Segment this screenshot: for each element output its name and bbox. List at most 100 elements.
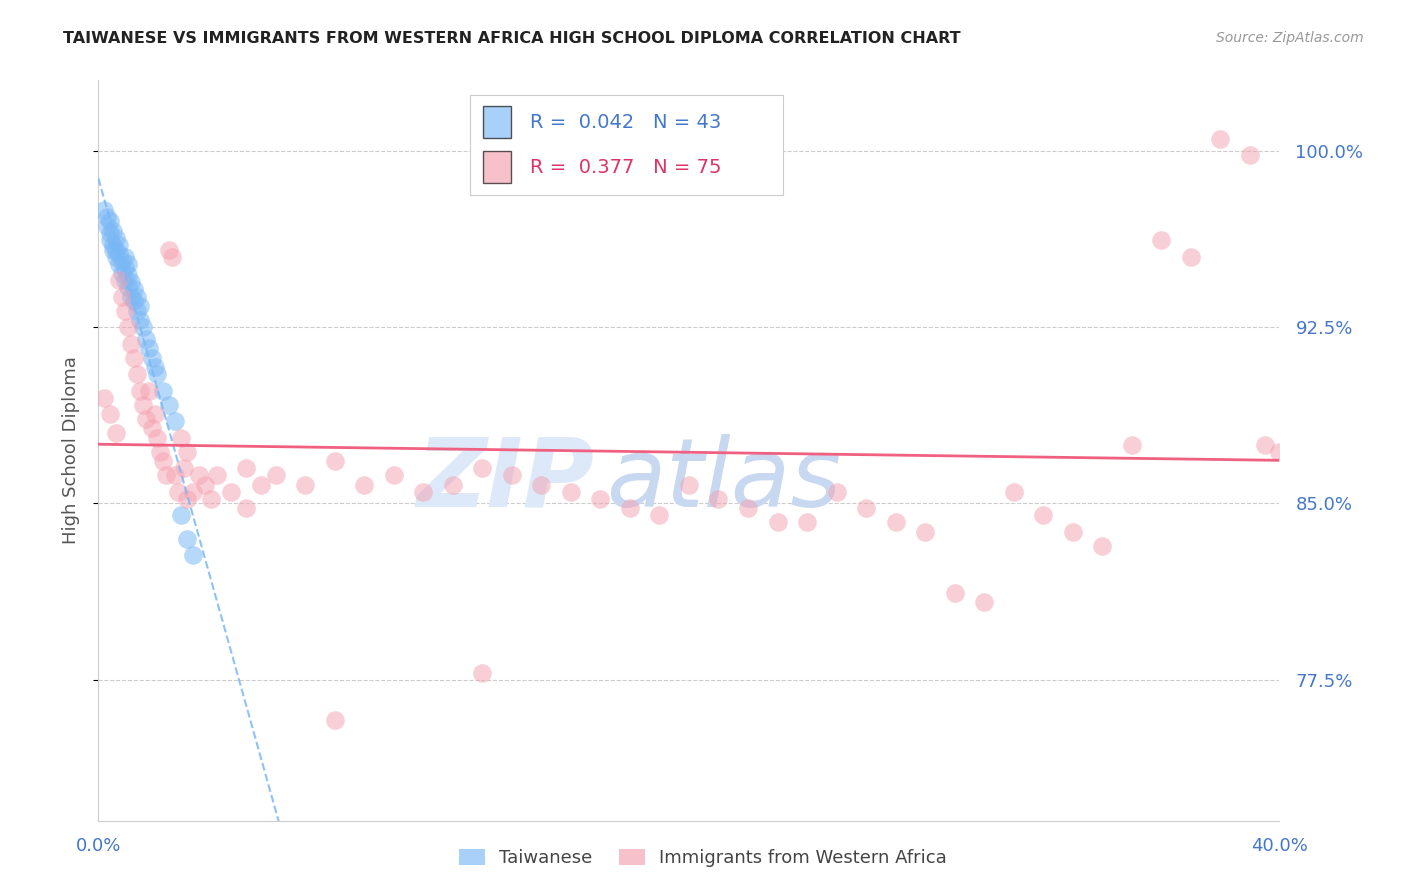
Point <box>125 367 148 381</box>
Point <box>176 444 198 458</box>
Point <box>135 332 157 346</box>
Point <box>128 313 150 327</box>
Point <box>117 280 139 294</box>
Point <box>914 524 936 539</box>
Point <box>560 484 582 499</box>
Point <box>98 226 121 240</box>
Point <box>471 665 494 680</box>
Point <box>143 359 166 374</box>
Point <box>120 336 142 351</box>
Point <box>128 299 150 313</box>
Point <box>235 461 257 475</box>
Point <box>132 398 155 412</box>
Point <box>170 508 193 522</box>
Point <box>117 257 139 271</box>
Point <box>128 384 150 398</box>
Point <box>323 454 346 468</box>
Point <box>114 303 136 318</box>
Point <box>235 501 257 516</box>
Point <box>766 515 789 529</box>
Point <box>501 468 523 483</box>
Point <box>141 421 163 435</box>
Point <box>264 468 287 483</box>
Point <box>96 210 118 224</box>
Point <box>1180 250 1202 264</box>
Point <box>173 461 195 475</box>
Point <box>165 468 187 483</box>
Point <box>111 254 134 268</box>
Point <box>855 501 877 516</box>
Point <box>141 351 163 365</box>
Point <box>1150 233 1173 247</box>
Point <box>122 283 145 297</box>
Point <box>96 219 118 233</box>
Point <box>98 233 121 247</box>
Point <box>707 491 730 506</box>
Point <box>103 237 125 252</box>
Point <box>114 250 136 264</box>
Point <box>117 320 139 334</box>
Point <box>122 351 145 365</box>
Point <box>412 484 434 499</box>
Point <box>105 231 128 245</box>
Point <box>323 713 346 727</box>
Point <box>105 425 128 440</box>
Point <box>114 273 136 287</box>
Point <box>132 320 155 334</box>
Point <box>200 491 222 506</box>
Point <box>157 243 180 257</box>
Point <box>93 202 115 217</box>
Point <box>138 384 160 398</box>
Point <box>382 468 405 483</box>
Point <box>194 477 217 491</box>
Point <box>98 407 121 421</box>
Text: atlas: atlas <box>606 434 841 526</box>
Point <box>125 289 148 303</box>
Point <box>170 431 193 445</box>
Point <box>1121 437 1143 451</box>
Point <box>135 411 157 425</box>
Point <box>441 477 464 491</box>
Point <box>737 501 759 516</box>
Text: Source: ZipAtlas.com: Source: ZipAtlas.com <box>1216 31 1364 45</box>
Point <box>943 585 966 599</box>
Point <box>884 515 907 529</box>
Point <box>181 548 204 562</box>
Point <box>181 484 204 499</box>
Point <box>103 224 125 238</box>
Point <box>120 276 142 290</box>
Text: ZIP: ZIP <box>416 434 595 526</box>
Legend: Taiwanese, Immigrants from Western Africa: Taiwanese, Immigrants from Western Afric… <box>451 841 955 874</box>
Point <box>155 468 177 483</box>
Point <box>1239 148 1261 162</box>
Point <box>648 508 671 522</box>
Point <box>114 261 136 276</box>
Point <box>146 367 169 381</box>
Point <box>1091 539 1114 553</box>
Point <box>1032 508 1054 522</box>
Point <box>105 250 128 264</box>
Point <box>146 431 169 445</box>
Point <box>250 477 273 491</box>
Point <box>165 414 187 428</box>
Point <box>1002 484 1025 499</box>
Point <box>111 289 134 303</box>
Point <box>162 250 183 264</box>
Point <box>108 257 131 271</box>
Point <box>353 477 375 491</box>
Point <box>1268 444 1291 458</box>
Text: TAIWANESE VS IMMIGRANTS FROM WESTERN AFRICA HIGH SCHOOL DIPLOMA CORRELATION CHAR: TAIWANESE VS IMMIGRANTS FROM WESTERN AFR… <box>63 31 960 46</box>
Point <box>205 468 228 483</box>
Point <box>187 468 209 483</box>
Point <box>152 454 174 468</box>
Point <box>973 595 995 609</box>
Point <box>103 243 125 257</box>
Point <box>120 289 142 303</box>
Point <box>294 477 316 491</box>
Point <box>1062 524 1084 539</box>
Point <box>589 491 612 506</box>
Point <box>167 484 190 499</box>
Point <box>93 391 115 405</box>
Point <box>157 398 180 412</box>
Point <box>176 491 198 506</box>
